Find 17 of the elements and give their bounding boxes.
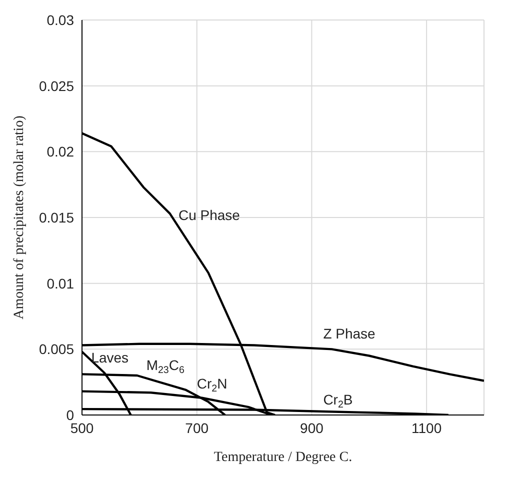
y-tick-label: 0.02 [46,144,74,160]
y-tick-label: 0.005 [38,341,74,358]
x-tick-label: 700 [185,420,209,436]
series-label: Z Phase [323,326,376,342]
y-tick-label: 0.01 [46,275,74,292]
y-tick-label: 0.015 [38,209,74,226]
y-axis-title: Amount of precipitates (molar ratio) [12,115,27,320]
x-axis-title: Temperature / Degree C. [214,450,352,465]
y-tick-label: 0.03 [46,12,74,28]
x-tick-label: 900 [300,420,324,436]
y-tick-label: 0.025 [38,78,74,94]
series-label: Cr$_{2}$B [323,391,353,410]
series-label: M$_{23}$C$_{6}$ [146,357,186,376]
series-label: Laves [91,349,129,366]
x-tick-label: 1100 [412,420,442,436]
series-label: Cr$_{2}$N [196,376,228,395]
series-label: Cu Phase [178,207,240,224]
